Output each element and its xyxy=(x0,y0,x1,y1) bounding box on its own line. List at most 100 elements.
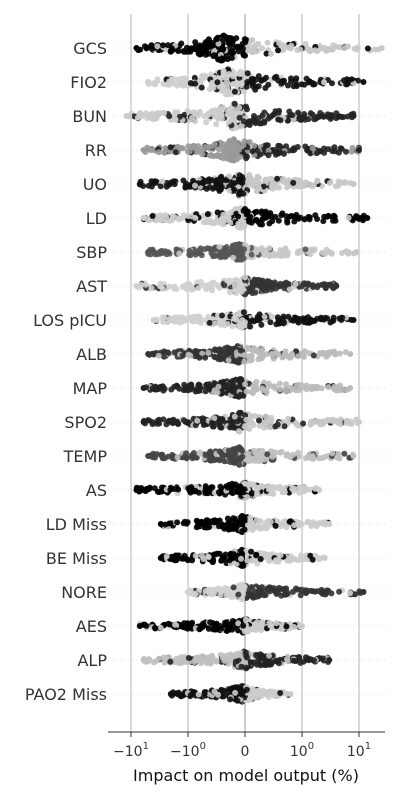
swarm-point xyxy=(237,392,243,398)
swarm-point xyxy=(249,490,255,496)
swarm-point xyxy=(269,351,275,357)
swarm-point xyxy=(220,219,226,225)
swarm-point xyxy=(235,221,241,227)
swarm-point xyxy=(260,216,266,222)
swarm-point xyxy=(268,519,274,525)
swarm-point xyxy=(198,660,204,666)
swarm-point xyxy=(212,141,218,147)
swarm-point xyxy=(285,252,291,258)
swarm-point xyxy=(152,178,158,184)
swarm-point-min xyxy=(141,385,147,391)
swarm-point xyxy=(255,174,261,180)
swarm-point xyxy=(291,522,297,528)
swarm-point-max xyxy=(316,487,322,493)
swarm-point xyxy=(274,176,280,182)
swarm-point xyxy=(346,215,352,221)
swarm-point xyxy=(293,75,299,81)
swarm-point xyxy=(297,47,303,53)
swarm-point xyxy=(192,488,198,494)
swarm-point xyxy=(290,180,296,186)
swarm-point xyxy=(271,111,277,117)
swarm-point xyxy=(344,420,350,426)
swarm-point xyxy=(314,178,320,184)
swarm-point xyxy=(247,481,253,487)
swarm-point xyxy=(223,552,229,558)
swarm-point xyxy=(319,250,325,256)
swarm-point xyxy=(154,43,160,49)
swarm-point xyxy=(168,180,174,186)
swarm-point xyxy=(180,353,186,359)
swarm-point-max xyxy=(351,317,357,323)
swarm-point xyxy=(216,489,222,495)
swarm-point xyxy=(216,586,222,592)
swarm-point xyxy=(156,149,162,155)
swarm-point xyxy=(229,422,235,428)
swarm-point xyxy=(246,47,252,53)
swarm-point xyxy=(219,56,225,62)
swarm-point xyxy=(219,557,225,563)
swarm-point xyxy=(219,313,225,319)
swarm-point xyxy=(314,114,320,120)
swarm-point xyxy=(307,79,313,85)
swarm-point xyxy=(263,525,269,531)
swarm-point xyxy=(263,414,269,420)
swarm-point xyxy=(260,551,266,557)
swarm-point xyxy=(301,317,307,323)
swarm-point-min xyxy=(158,555,164,561)
swarm-point xyxy=(152,626,158,632)
swarm-point xyxy=(336,589,342,595)
swarm-point xyxy=(225,653,231,659)
swarm-point xyxy=(231,315,237,321)
swarm-point xyxy=(333,183,339,189)
swarm-point xyxy=(273,523,279,529)
swarm-point xyxy=(182,318,188,324)
swarm-point xyxy=(263,142,269,148)
swarm-point xyxy=(255,525,261,531)
swarm-point xyxy=(312,212,318,218)
swarm-point xyxy=(158,625,164,631)
swarm-point xyxy=(343,81,349,87)
swarm-point xyxy=(196,626,202,632)
swarm-point xyxy=(243,617,249,623)
swarm-point xyxy=(238,348,244,354)
swarm-point xyxy=(267,319,273,325)
swarm-point xyxy=(258,322,264,328)
swarm-point xyxy=(235,592,241,598)
swarm-point xyxy=(203,525,209,531)
swarm-point xyxy=(220,105,226,111)
swarm-point xyxy=(291,219,297,225)
swarm-point xyxy=(156,489,162,495)
swarm-point xyxy=(209,658,215,664)
swarm-point xyxy=(197,109,203,115)
swarm-point-max xyxy=(347,385,353,391)
swarm-point xyxy=(220,46,226,52)
swarm-point-max xyxy=(353,249,359,255)
swarm-point xyxy=(249,389,255,395)
swarm-point xyxy=(150,213,156,219)
swarm-point xyxy=(215,152,221,158)
swarm-point xyxy=(278,523,284,529)
swarm-row xyxy=(134,479,323,501)
swarm-point xyxy=(288,45,294,51)
swarm-point-max xyxy=(299,623,305,629)
swarm-point xyxy=(335,420,341,426)
swarm-point xyxy=(229,249,235,255)
swarm-point xyxy=(269,418,275,424)
swarm-point xyxy=(328,47,334,53)
swarm-point xyxy=(174,519,180,525)
swarm-point xyxy=(332,386,338,392)
swarm-point xyxy=(258,587,264,593)
swarm-point xyxy=(289,351,295,357)
swarm-point xyxy=(187,148,193,154)
swarm-point xyxy=(244,494,250,500)
swarm-point xyxy=(202,355,208,361)
swarm-point xyxy=(210,220,216,226)
swarm-point xyxy=(222,247,228,253)
swarm-point xyxy=(197,51,203,57)
swarm-point xyxy=(238,70,244,76)
swarm-point xyxy=(349,76,355,82)
swarm-point xyxy=(319,385,325,391)
swarm-point xyxy=(254,317,260,323)
swarm-point xyxy=(365,46,371,52)
